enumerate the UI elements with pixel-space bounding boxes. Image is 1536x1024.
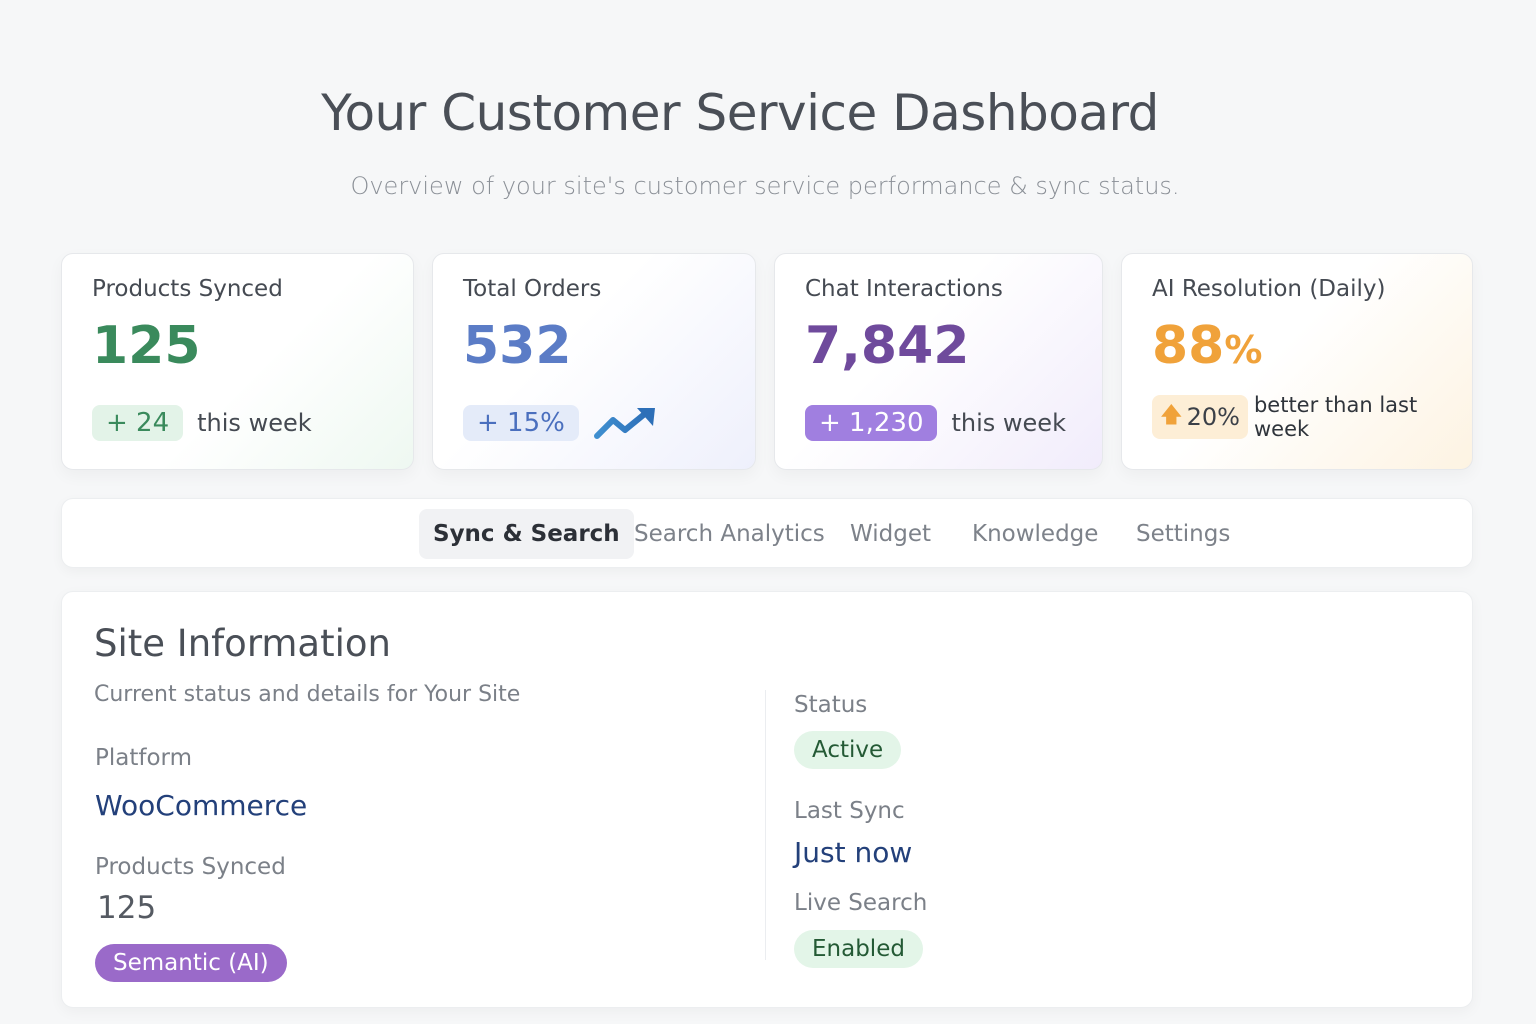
- search-type-badge: Semantic (AI): [95, 944, 287, 982]
- products-synced-label: Products Synced: [95, 854, 286, 880]
- status-badge: Active: [794, 731, 902, 769]
- change-text: this week: [197, 409, 312, 437]
- divider: [765, 690, 766, 960]
- change-badge: + 1,230: [805, 405, 938, 441]
- card-footer: + 24 this week: [92, 405, 312, 441]
- card-label: Products Synced: [92, 276, 283, 302]
- site-information-panel: Site Information Current status and deta…: [61, 591, 1473, 1008]
- section-title: Site Information: [94, 622, 391, 665]
- card-value: 7,842: [805, 316, 970, 376]
- last-sync-label: Last Sync: [794, 798, 905, 824]
- products-synced-value: 125: [97, 890, 157, 926]
- chat-interactions-card: Chat Interactions 7,842 + 1,230 this wee…: [774, 253, 1103, 470]
- platform-label: Platform: [95, 745, 192, 771]
- card-label: Total Orders: [463, 276, 602, 302]
- card-value: 532: [463, 316, 572, 376]
- trend-up-icon: [593, 408, 655, 439]
- change-text: this week: [951, 409, 1066, 437]
- change-badge: 🡅 20%: [1152, 395, 1248, 439]
- card-value: 88%: [1152, 320, 1442, 372]
- tab-search-analytics[interactable]: Search Analytics: [634, 521, 825, 547]
- tab-widget[interactable]: Widget: [850, 521, 931, 547]
- card-label: Chat Interactions: [805, 276, 1003, 302]
- live-search-badge: Enabled: [794, 930, 923, 968]
- tab-settings[interactable]: Settings: [1136, 521, 1231, 547]
- change-value: 20%: [1186, 403, 1240, 431]
- platform-value: WooCommerce: [95, 789, 308, 822]
- products-synced-card: Products Synced 125 + 24 this week: [61, 253, 414, 470]
- section-subtitle: Current status and details for Your Site: [94, 682, 521, 707]
- tab-bar: Sync & Search Search Analytics Widget Kn…: [61, 498, 1473, 568]
- ai-resolution-card: AI Resolution (Daily) 88% 🡅 20% better t…: [1121, 253, 1473, 470]
- page-title: Your Customer Service Dashboard: [321, 84, 1159, 142]
- card-footer: + 1,230 this week: [805, 405, 1066, 441]
- card-footer: 🡅 20% better than last week: [1152, 393, 1472, 441]
- last-sync-value: Just now: [794, 836, 913, 869]
- card-label: AI Resolution (Daily): [1152, 276, 1386, 302]
- total-orders-card: Total Orders 532 + 15%: [432, 253, 756, 470]
- tab-knowledge[interactable]: Knowledge: [972, 521, 1099, 547]
- card-footer: + 15%: [463, 405, 657, 441]
- card-value: 125: [92, 316, 201, 376]
- change-text: better than last week: [1253, 393, 1418, 441]
- change-badge: + 15%: [463, 405, 579, 441]
- live-search-label: Live Search: [794, 890, 928, 916]
- status-label: Status: [794, 692, 868, 718]
- tab-sync-search[interactable]: Sync & Search: [419, 509, 634, 559]
- value-unit: %: [1224, 328, 1263, 372]
- value-number: 88: [1152, 316, 1225, 376]
- change-badge: + 24: [92, 405, 184, 441]
- page-subtitle: Overview of your site's customer service…: [350, 172, 1180, 200]
- arrow-up-icon: 🡅: [1160, 403, 1183, 428]
